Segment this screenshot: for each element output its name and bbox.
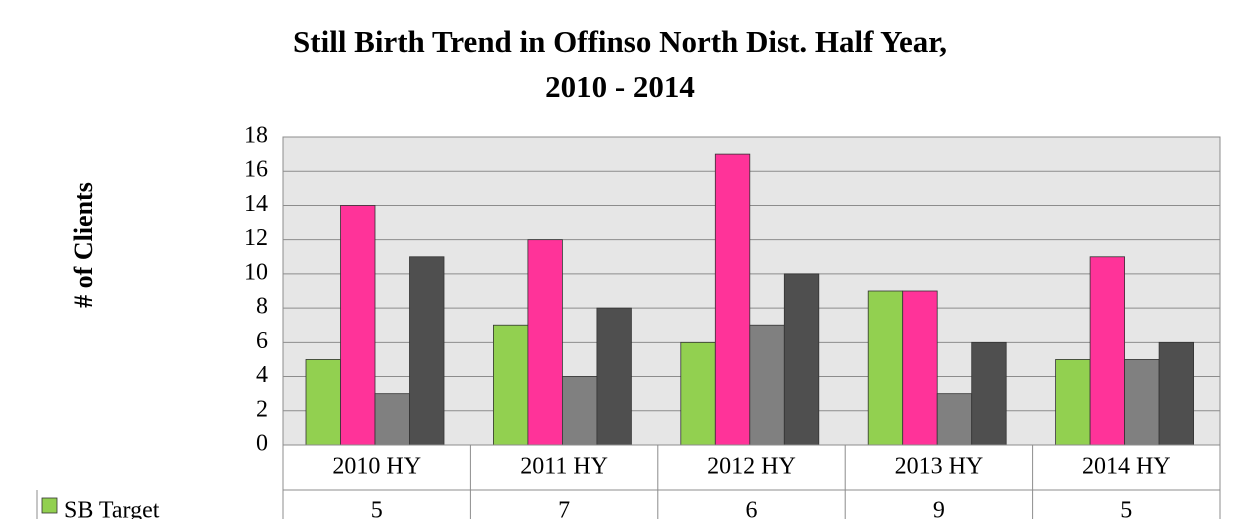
bar xyxy=(409,256,445,446)
bar xyxy=(1055,359,1091,446)
table-value: 7 xyxy=(558,498,570,519)
table-value: 5 xyxy=(1120,498,1132,519)
table-value: 9 xyxy=(933,498,945,519)
y-tick-label: 0 xyxy=(256,431,268,457)
x-tick-label: 2014 HY xyxy=(1082,454,1171,480)
bar xyxy=(783,273,820,446)
legend-key xyxy=(41,497,58,514)
x-tick-label: 2010 HY xyxy=(332,454,421,480)
bar xyxy=(1124,359,1160,446)
chart-title: Still Birth Trend in Offinso North Dist.… xyxy=(293,24,947,59)
bar xyxy=(902,290,938,446)
y-tick-label: 6 xyxy=(256,328,268,354)
bar xyxy=(1089,256,1125,446)
y-tick-label: 12 xyxy=(244,225,268,251)
y-tick-label: 14 xyxy=(244,191,268,217)
table-value: 5 xyxy=(371,498,383,519)
y-tick-label: 4 xyxy=(256,362,268,388)
plot-border xyxy=(282,136,1221,446)
y-tick-label: 18 xyxy=(244,123,268,149)
bar xyxy=(867,290,904,446)
bar xyxy=(971,341,1007,446)
y-tick-label: 8 xyxy=(256,294,268,320)
y-tick-label: 2 xyxy=(256,396,268,422)
bar xyxy=(374,393,410,446)
x-tick-label: 2013 HY xyxy=(895,454,984,480)
bar xyxy=(527,239,563,446)
bar xyxy=(749,324,785,446)
bar xyxy=(305,359,341,446)
bar xyxy=(680,341,716,446)
x-tick-label: 2011 HY xyxy=(520,454,608,480)
x-tick-label: 2012 HY xyxy=(707,454,796,480)
y-tick-label: 10 xyxy=(244,259,268,285)
table-value: 6 xyxy=(746,498,758,519)
bar xyxy=(714,153,751,446)
bar xyxy=(562,376,598,446)
chart-title: 2010 - 2014 xyxy=(545,69,695,104)
bar xyxy=(936,393,973,446)
y-tick-label: 16 xyxy=(244,157,268,183)
bar xyxy=(1158,341,1194,446)
legend-label: SB Target xyxy=(64,498,160,519)
bar xyxy=(340,205,376,446)
bar xyxy=(596,307,632,446)
y-axis-label: # of Clients xyxy=(69,182,98,308)
bar xyxy=(492,324,529,446)
